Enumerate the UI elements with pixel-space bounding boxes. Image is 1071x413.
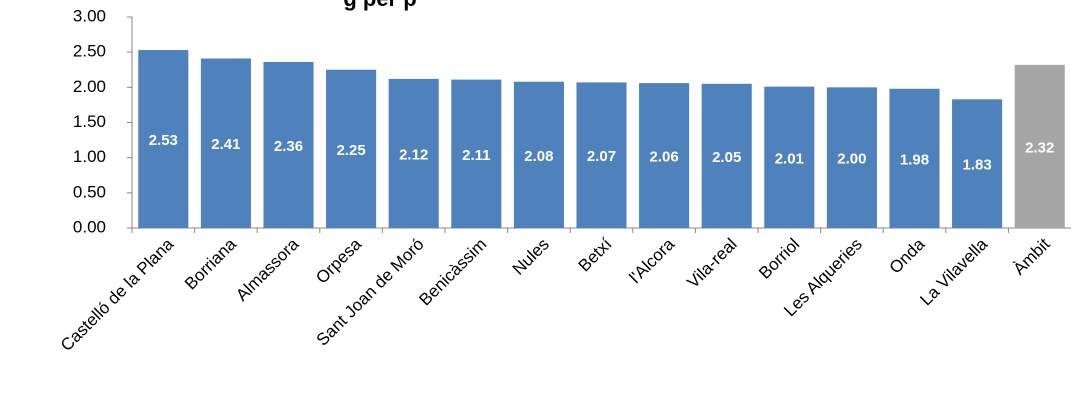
bar [764, 86, 815, 228]
value-label: 2.12 [399, 146, 428, 163]
bar [200, 58, 251, 228]
x-tick-label: Àmbit [1010, 234, 1054, 278]
bar [263, 62, 314, 228]
y-tick-label: 1.00 [73, 147, 106, 166]
value-label: 2.36 [274, 138, 303, 155]
y-tick-label: 2.00 [73, 77, 106, 96]
y-tick-label: 3.00 [73, 6, 106, 25]
value-label: 2.53 [149, 132, 178, 149]
x-tick-label: Castelló de la Plana [57, 234, 178, 355]
bar [451, 79, 502, 228]
value-label: 2.25 [336, 142, 365, 159]
value-label: 2.11 [462, 147, 490, 164]
x-tick-label: Orpesa [312, 234, 365, 287]
value-label: 1.83 [962, 157, 991, 174]
value-label: 1.98 [900, 151, 929, 168]
value-label: 2.07 [587, 148, 616, 165]
x-tick-label: Sant Joan de Moró [313, 235, 428, 350]
y-tick-label: 0.00 [73, 217, 106, 236]
value-label: 2.00 [837, 151, 866, 168]
x-tick-label: Almassora [232, 234, 303, 305]
bar [826, 87, 877, 228]
bar [889, 88, 940, 229]
x-tick-label: Borriana [181, 234, 240, 293]
value-label: 2.05 [712, 149, 741, 166]
x-tick-label: Nules [509, 235, 553, 279]
x-tick-label: Borriol [755, 235, 803, 283]
value-label: 2.41 [211, 136, 240, 153]
bar [138, 50, 189, 228]
bar [513, 81, 564, 228]
bar [326, 69, 377, 228]
x-tick-label: Vila-real [683, 235, 740, 292]
bar [952, 99, 1003, 228]
bar [1014, 64, 1065, 229]
x-tick-label: Betxí [575, 234, 616, 275]
x-tick-label: l'Alcora [626, 234, 679, 287]
x-tick-label: Onda [886, 234, 929, 277]
y-tick-label: 0.50 [73, 182, 106, 201]
chart-title: g per p [343, 0, 416, 11]
x-tick-label: Benicàssim [415, 235, 490, 310]
x-tick-label: La Vilavella [916, 234, 991, 309]
bar [576, 82, 627, 228]
y-tick-label: 2.50 [73, 42, 106, 61]
bar [701, 83, 752, 228]
value-label: 2.06 [649, 149, 678, 166]
bar [388, 78, 439, 228]
value-label: 2.32 [1025, 139, 1054, 156]
y-tick-label: 1.50 [73, 112, 106, 131]
value-label: 2.08 [524, 148, 553, 165]
value-label: 2.01 [775, 150, 804, 167]
bar [639, 83, 690, 228]
